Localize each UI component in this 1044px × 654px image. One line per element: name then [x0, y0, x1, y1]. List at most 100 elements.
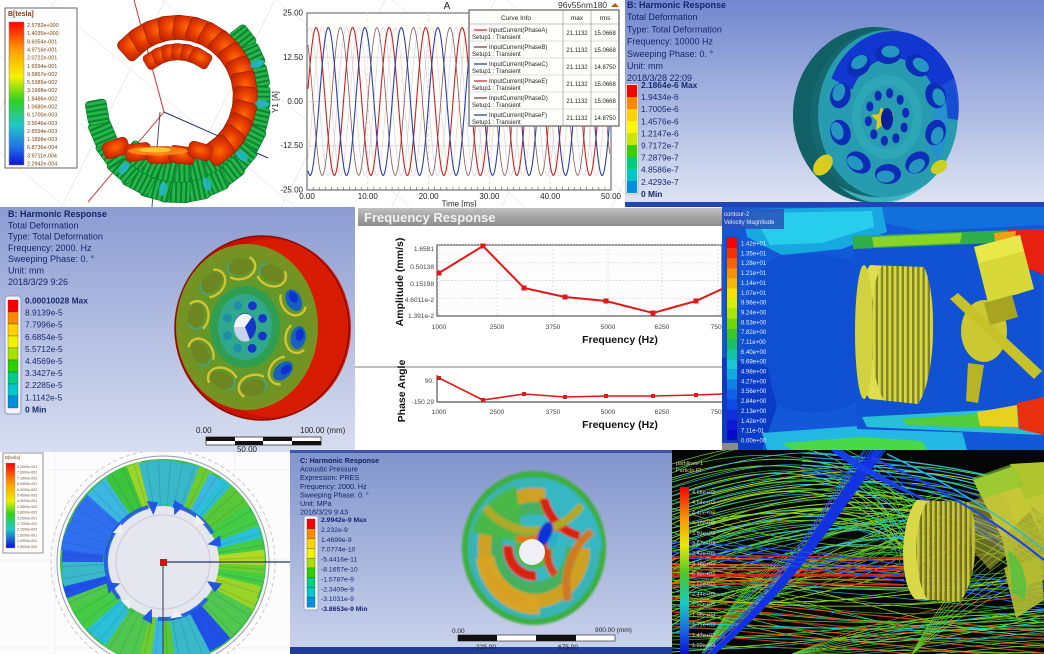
svg-text:5.69e+00: 5.69e+00 [741, 360, 767, 366]
svg-text:6.0000e-002: 6.0000e-002 [17, 488, 37, 492]
svg-text:2.9942e-9 Max: 2.9942e-9 Max [321, 517, 367, 524]
svg-text:4.8586e-7: 4.8586e-7 [641, 165, 679, 175]
svg-text:12.50: 12.50 [283, 53, 304, 62]
svg-text:1000: 1000 [432, 409, 447, 416]
svg-text:8.6054e-001: 8.6054e-001 [27, 39, 57, 45]
svg-text:21.1132: 21.1132 [566, 99, 588, 105]
svg-text:-150.29: -150.29 [412, 399, 435, 406]
svg-text:4.66e+03: 4.66e+03 [692, 490, 715, 496]
svg-text:7.0774e-10: 7.0774e-10 [321, 547, 356, 554]
svg-text:900.00 (mm): 900.00 (mm) [595, 627, 632, 634]
svg-text:Total Deformation: Total Deformation [627, 12, 698, 22]
svg-text:1.28e+01: 1.28e+01 [741, 261, 767, 267]
svg-text:Frequency: 2000. Hz: Frequency: 2000. Hz [300, 482, 367, 491]
svg-text:3.1998e-002: 3.1998e-002 [27, 88, 57, 94]
svg-text:3.8000e-003: 3.8000e-003 [17, 511, 37, 515]
svg-text:Unit: MPa: Unit: MPa [300, 499, 332, 508]
svg-text:Particle ID: Particle ID [676, 468, 701, 474]
svg-text:2.93e+03: 2.93e+03 [692, 572, 715, 578]
svg-text:Velocity Magnitude: Velocity Magnitude [724, 220, 775, 226]
svg-text:1.9434e-6: 1.9434e-6 [641, 92, 679, 102]
svg-text:1.21e+01: 1.21e+01 [741, 271, 767, 277]
svg-text:0.00010028 Max: 0.00010028 Max [25, 296, 88, 306]
svg-text:Frequency Response: Frequency Response [364, 210, 496, 225]
svg-text:3.9711e-004: 3.9711e-004 [27, 153, 57, 159]
svg-text:-5.4416e-11: -5.4416e-11 [321, 557, 357, 564]
svg-text:9.7172e-7: 9.7172e-7 [641, 141, 679, 151]
svg-text:2.5782e+000: 2.5782e+000 [27, 23, 59, 29]
svg-text:2.4293e-7: 2.4293e-7 [641, 177, 679, 187]
svg-text:Frequency (Hz): Frequency (Hz) [582, 419, 658, 431]
svg-text:2.13e+00: 2.13e+00 [741, 409, 767, 415]
svg-text:Unit: mm: Unit: mm [8, 266, 44, 276]
svg-text:6.8736e-004: 6.8736e-004 [27, 145, 57, 151]
svg-text:2.1500e-003: 2.1500e-003 [17, 528, 37, 532]
svg-text:4.64e+03: 4.64e+03 [692, 500, 715, 506]
svg-text:1000: 1000 [432, 324, 447, 331]
svg-text:0.15198: 0.15198 [410, 281, 434, 288]
svg-text:2.20e+03: 2.20e+03 [692, 602, 715, 608]
svg-text:Setup1 : Transient: Setup1 : Transient [472, 52, 521, 58]
svg-text:2.232e-9: 2.232e-9 [321, 527, 348, 534]
svg-text:0.00: 0.00 [196, 426, 212, 435]
svg-text:2.2285e-5: 2.2285e-5 [25, 380, 63, 390]
svg-text:Setup1 : Transient: Setup1 : Transient [472, 86, 521, 92]
svg-text:Time [ms]: Time [ms] [442, 200, 477, 208]
svg-text:rms: rms [600, 15, 612, 22]
svg-text:4.98e+00: 4.98e+00 [741, 370, 767, 376]
svg-text:7.6500e-002: 7.6500e-002 [17, 471, 37, 475]
svg-text:5.5712e-5: 5.5712e-5 [25, 344, 63, 354]
svg-text:5000: 5000 [601, 409, 616, 416]
svg-text:7.11e-01: 7.11e-01 [741, 429, 765, 435]
svg-text:3.67e+03: 3.67e+03 [692, 541, 715, 547]
svg-text:1.96e+03: 1.96e+03 [692, 612, 715, 618]
svg-text:3.18e+03: 3.18e+03 [692, 561, 715, 567]
svg-text:Setup1 : Transient: Setup1 : Transient [472, 103, 521, 109]
svg-text:Setup1 : Transient: Setup1 : Transient [472, 120, 521, 126]
svg-text:5.5385e-002: 5.5385e-002 [27, 80, 57, 86]
svg-text:Unit: mm: Unit: mm [627, 61, 663, 71]
svg-text:pathlines-1: pathlines-1 [676, 461, 703, 467]
svg-text:21.1132: 21.1132 [566, 116, 588, 122]
svg-text:Phase Angle: Phase Angle [396, 360, 408, 423]
svg-text:21.1132: 21.1132 [566, 48, 588, 54]
svg-text:B[tesla]: B[tesla] [5, 455, 20, 460]
svg-text:3.5646e-003: 3.5646e-003 [27, 121, 57, 127]
svg-text:4.9000e-001: 4.9000e-001 [17, 499, 37, 503]
svg-text:0 Min: 0 Min [25, 404, 46, 414]
svg-text:-2.3409e-9: -2.3409e-9 [321, 586, 354, 593]
svg-text:Amplitude (mm/s): Amplitude (mm/s) [394, 238, 406, 327]
svg-text:contour-2: contour-2 [724, 212, 750, 218]
svg-text:Type: Total Deformation: Type: Total Deformation [627, 24, 722, 34]
svg-text:50.00: 50.00 [601, 192, 622, 201]
svg-text:2018/3/29 9:43: 2018/3/29 9:43 [300, 508, 348, 517]
svg-text:225.00: 225.00 [476, 644, 496, 651]
svg-text:96v55nm180: 96v55nm180 [558, 0, 607, 10]
svg-text:15.0668: 15.0668 [594, 99, 616, 105]
svg-text:Total Deformation: Total Deformation [8, 220, 79, 230]
svg-text:40.00: 40.00 [540, 192, 561, 201]
svg-text:2.69e+03: 2.69e+03 [692, 582, 715, 588]
svg-text:6.6854e-5: 6.6854e-5 [25, 332, 63, 342]
svg-text:1.2147e-6: 1.2147e-6 [641, 128, 679, 138]
svg-text:90.: 90. [425, 378, 434, 385]
svg-text:7500: 7500 [711, 409, 722, 416]
svg-text:21.1132: 21.1132 [566, 82, 588, 88]
svg-text:1.391e-2: 1.391e-2 [408, 313, 434, 320]
svg-text:15.0668: 15.0668 [594, 82, 616, 88]
svg-text:4.9716e-001: 4.9716e-001 [27, 48, 57, 54]
svg-text:0 Min: 0 Min [641, 189, 662, 199]
svg-text:20.00: 20.00 [419, 192, 440, 201]
svg-text:7.1000e-003: 7.1000e-003 [17, 476, 37, 480]
svg-text:4.4569e-5: 4.4569e-5 [25, 356, 63, 366]
svg-text:2.0722e-001: 2.0722e-001 [27, 56, 57, 62]
svg-text:Type: Total Deformation: Type: Total Deformation [8, 232, 103, 242]
svg-text:InputCurrent(PhaseC): InputCurrent(PhaseC) [489, 62, 548, 68]
svg-text:15.0668: 15.0668 [594, 48, 616, 54]
svg-text:InputCurrent(PhaseD): InputCurrent(PhaseD) [489, 96, 548, 102]
svg-text:3.91e+03: 3.91e+03 [692, 531, 715, 537]
svg-text:2.2942e-004: 2.2942e-004 [27, 162, 57, 168]
svg-text:8.2000e-001: 8.2000e-001 [17, 465, 37, 469]
svg-text:Sweeping Phase: 0. °: Sweeping Phase: 0. ° [300, 490, 369, 499]
svg-text:6.1700e-003: 6.1700e-003 [27, 113, 57, 119]
